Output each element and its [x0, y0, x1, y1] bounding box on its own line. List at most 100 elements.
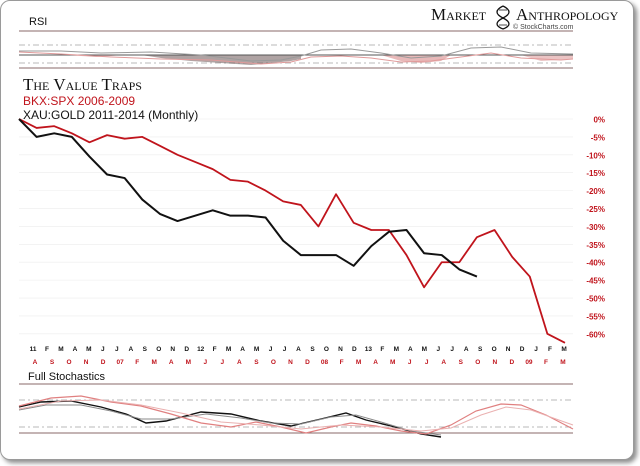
x-tick-label-bottom: M [560, 359, 565, 366]
x-tick-label-bottom: M [186, 359, 191, 366]
y-tick-label: -35% [586, 241, 605, 250]
x-tick-label-bottom: J [204, 359, 208, 366]
x-tick-label-top: S [310, 346, 315, 353]
x-tick-label-bottom: F [544, 359, 548, 366]
x-tick-label-bottom: M [356, 359, 361, 366]
brand-name-left: Market [431, 5, 487, 24]
x-tick-label-bottom: O [475, 359, 480, 366]
x-tick-label-bottom: O [271, 359, 276, 366]
x-tick-label-top: J [436, 346, 440, 353]
x-tick-label-bottom: J [425, 359, 429, 366]
x-tick-label-bottom: D [305, 359, 310, 366]
x-tick-label-bottom: S [254, 359, 259, 366]
chart-title: The Value Traps [23, 75, 142, 94]
x-tick-label-top: M [394, 346, 399, 353]
x-tick-label-top: 11 [30, 346, 37, 353]
x-tick-label-bottom: D [101, 359, 106, 366]
rsi-gray-line [19, 46, 574, 62]
series-line-bkx-spx [18, 118, 566, 344]
brand-credit: © StockCharts.com [513, 23, 574, 31]
x-tick-label-top: D [352, 346, 357, 353]
x-tick-label-bottom: N [84, 359, 89, 366]
rsi-panel-label: RSI [29, 16, 47, 28]
x-tick-label-top: F [548, 346, 552, 353]
x-tick-label-bottom: M [390, 359, 395, 366]
y-tick-labels: 0% -5% -10% -15% -20% -25% -30% -35% -40% -45% -50… [586, 116, 605, 340]
x-tick-label-top: A [73, 346, 78, 353]
x-tick-label-bottom: O [67, 359, 72, 366]
x-tick-label-bottom: M [152, 359, 157, 366]
x-tick-label-bottom: F [135, 359, 139, 366]
x-tick-label-bottom: A [169, 359, 174, 366]
y-tick-label: -60% [586, 330, 605, 339]
x-tick-label-bottom: 09 [525, 359, 533, 366]
x-tick-label-top: J [534, 346, 538, 353]
x-tick-label-bottom: N [288, 359, 293, 366]
legend-bkx-label: BKX:SPX 2006-2009 [23, 94, 135, 108]
x-tick-label-bottom: S [459, 359, 464, 366]
x-tick-label-top: S [478, 346, 483, 353]
legend-xau-label: XAU:GOLD 2011-2014 (Monthly) [23, 108, 198, 122]
x-tick-label-top: M [226, 346, 231, 353]
y-gridlines [19, 118, 573, 335]
x-tick-label-top: N [506, 346, 511, 353]
series-lines [18, 118, 566, 344]
x-tick-label-top: O [492, 346, 497, 353]
x-tick-label-bottom: J [408, 359, 412, 366]
x-tick-label-bottom: 08 [321, 359, 329, 366]
x-tick-label-top: A [240, 346, 245, 353]
y-tick-label: -5% [591, 133, 605, 142]
x-tick-label-bottom: A [237, 359, 242, 366]
stoch-xau-d-line [18, 404, 442, 436]
chart-frame: 0% -5% -10% -15% -20% -25% -30% -35% -40% -45% -50… [0, 0, 634, 460]
y-tick-label: -20% [586, 187, 605, 196]
y-tick-label: -40% [586, 259, 605, 268]
x-tick-label-top: J [450, 346, 454, 353]
x-tick-label-top: M [254, 346, 259, 353]
y-tick-label: -25% [586, 205, 605, 214]
x-tick-label-top: J [115, 346, 119, 353]
x-tick-label-top: F [45, 346, 49, 353]
y-tick-label: 0% [593, 116, 605, 125]
x-tick-label-bottom: A [441, 359, 446, 366]
x-tick-label-top: O [156, 346, 161, 353]
stoch-bkx-d-line [18, 399, 574, 432]
x-tick-label-top: S [143, 346, 148, 353]
x-tick-label-bottom: D [510, 359, 515, 366]
stoch-bkx-k-line [18, 395, 574, 435]
x-tick-label-top: D [184, 346, 189, 353]
series-line-xau-gold [18, 118, 478, 278]
x-tick-label-bottom: A [373, 359, 378, 366]
stoch-xau-k-line [18, 400, 442, 438]
x-tick-label-top: A [128, 346, 133, 353]
brand-name-right: Anthropology [516, 5, 619, 24]
x-tick-label-bottom: 07 [117, 359, 125, 366]
x-tick-labels-bkx: A S O N D 07 F M A M J J A S O N D 08 F M A M J J A S O N D 09 F M [33, 359, 566, 366]
y-tick-label: -30% [586, 223, 605, 232]
x-tick-label-bottom: F [340, 359, 344, 366]
x-tick-label-top: N [338, 346, 343, 353]
x-tick-label-bottom: J [221, 359, 225, 366]
rsi-red-line [18, 51, 574, 65]
y-tick-label: -50% [586, 295, 605, 304]
x-tick-label-top: M [58, 346, 63, 353]
x-tick-label-top: O [324, 346, 329, 353]
y-tick-label: -55% [586, 312, 605, 321]
dna-helix-icon [496, 5, 510, 30]
x-tick-label-bottom: S [50, 359, 55, 366]
x-tick-label-top: J [269, 346, 273, 353]
y-tick-label: -10% [586, 151, 605, 160]
x-tick-label-top: F [213, 346, 217, 353]
x-tick-label-top: A [408, 346, 413, 353]
x-tick-label-top: A [296, 346, 301, 353]
x-tick-label-top: J [101, 346, 105, 353]
x-tick-label-top: M [422, 346, 427, 353]
chart-svg: 0% -5% -10% -15% -20% -25% -30% -35% -40% -45% -50… [18, 5, 619, 438]
x-tick-label-top: J [283, 346, 287, 353]
y-tick-label: -45% [586, 277, 605, 286]
x-tick-label-bottom: A [33, 359, 38, 366]
x-tick-label-top: M [561, 346, 566, 353]
x-tick-label-bottom: N [493, 359, 498, 366]
y-tick-label: -15% [586, 169, 605, 178]
x-tick-label-top: 13 [365, 346, 373, 353]
